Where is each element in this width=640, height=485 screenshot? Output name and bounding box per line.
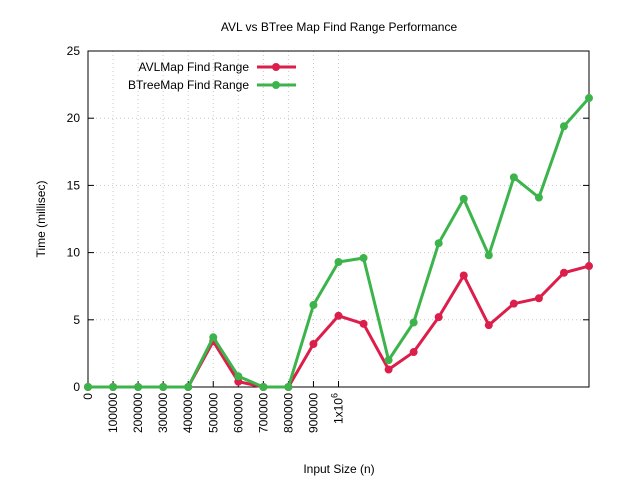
data-point [459,194,468,203]
data-point [309,339,318,348]
data-point [484,321,493,330]
y-tick-label: 15 [67,178,81,192]
data-point [84,383,92,391]
chart-title: AVL vs BTree Map Find Range Performance [221,20,458,34]
data-point [309,301,318,310]
legend-label: BTreeMap Find Range [128,78,249,92]
data-point [134,383,143,391]
data-point [484,251,493,260]
series-layer [84,94,593,391]
x-tick-label: 300000 [156,393,170,433]
y-tick-label: 20 [67,111,81,125]
data-point [409,318,418,327]
legend-label: AVLMap Find Range [138,60,249,74]
data-point [209,333,218,342]
data-point [409,348,418,357]
data-point [534,193,543,202]
y-tick-label: 0 [73,380,80,394]
x-tick-label: 700000 [256,393,270,433]
data-point [434,239,443,248]
data-point [184,383,193,391]
data-point [384,365,393,374]
data-point [334,258,343,267]
x-tick-label: 500000 [206,393,220,433]
legend: AVLMap Find Range BTreeMap Find Range [128,60,296,92]
data-point [159,383,168,391]
series-line [88,264,590,389]
x-tick-label: 600000 [231,393,245,433]
data-point [359,319,368,328]
x-tick-label: 400000 [181,393,195,433]
x-tick-label: 800000 [281,393,295,433]
data-point [509,299,518,308]
legend-swatch-marker [272,63,280,71]
data-point [384,356,393,365]
x-tick-label: 100000 [106,393,120,433]
data-point [559,122,568,131]
x-tick-label: 900000 [306,393,320,433]
x-tick-label: 1x106 [330,393,346,424]
data-point [509,173,518,182]
grid-layer [88,51,589,387]
y-axis-label: Time (millisec) [34,181,48,258]
data-point [259,383,268,391]
x-tick-label: 200000 [131,393,145,433]
data-point [585,94,593,103]
axes-layer: 0 5 10 15 20 25 0 100000 200000 300000 400000 50000… [67,44,590,433]
data-point [585,262,593,271]
data-point [359,253,368,262]
data-point [459,271,468,280]
data-point [534,294,543,303]
y-tick-label: 25 [67,44,81,58]
data-point [109,383,118,391]
data-point [234,372,243,381]
y-tick-label: 5 [73,313,80,327]
legend-swatch-marker [272,81,280,89]
x-axis-label: Input Size (n) [303,462,374,476]
x-tick-label: 0 [81,393,95,400]
data-point [434,313,443,322]
data-point [559,268,568,277]
data-point [334,311,343,320]
data-point [284,383,293,391]
y-tick-label: 10 [67,246,81,260]
